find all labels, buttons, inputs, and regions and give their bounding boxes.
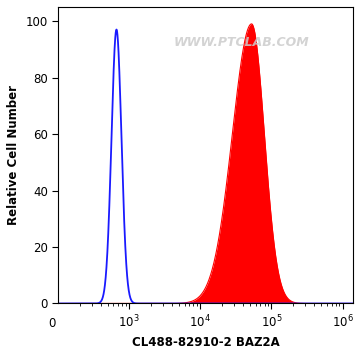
Y-axis label: Relative Cell Number: Relative Cell Number <box>7 85 20 225</box>
Text: WWW.PTCLAB.COM: WWW.PTCLAB.COM <box>173 36 309 49</box>
X-axis label: CL488-82910-2 BAZ2A: CL488-82910-2 BAZ2A <box>132 336 279 349</box>
Text: 0: 0 <box>48 317 55 330</box>
